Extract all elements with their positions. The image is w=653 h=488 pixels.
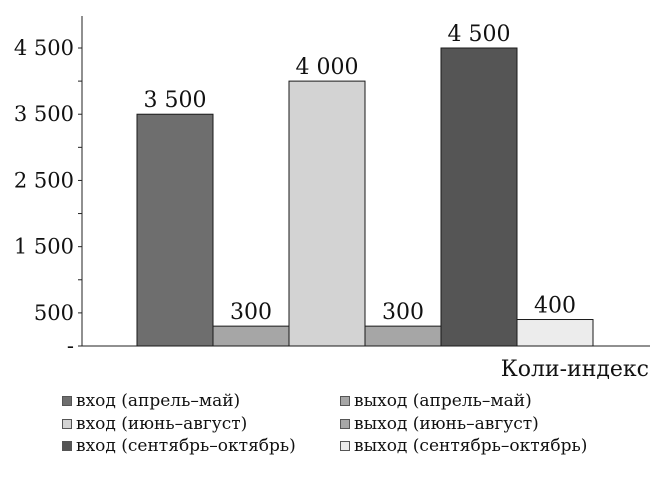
legend-item: выход (апрель–май) <box>340 390 640 413</box>
axes: - 500 1 500 2 500 3 500 4 500 <box>14 16 650 358</box>
legend-label: вход (сентябрь–октябрь) <box>76 436 296 456</box>
legend-item: вход (апрель–май) <box>62 390 340 413</box>
y-tick-label: 1 500 <box>14 235 74 259</box>
bar <box>288 80 366 347</box>
bar-value-label: 300 <box>230 300 272 325</box>
y-tick-label: 2 500 <box>14 168 74 192</box>
bar <box>136 113 214 347</box>
legend-row: вход (апрель–май) выход (апрель–май) <box>62 390 652 413</box>
y-tick-label: 4 500 <box>14 36 74 60</box>
legend-swatch <box>340 396 350 407</box>
bar-value-label: 300 <box>382 300 424 325</box>
legend-item: вход (июнь–август) <box>62 413 340 436</box>
x-axis-label: Коли-индекс <box>501 357 649 382</box>
y-tick-label: 3 500 <box>14 102 74 126</box>
bars <box>136 47 594 347</box>
bar-chart: - 500 1 500 2 500 3 500 4 500 3 500 300 4 000 30… <box>14 16 650 382</box>
legend-item: выход (июнь–август) <box>340 413 640 436</box>
bar-value-label: 4 000 <box>296 55 359 80</box>
y-tick-label: 500 <box>34 301 74 325</box>
legend-row: вход (июнь–август) выход (июнь–август) <box>62 413 652 436</box>
bar <box>516 319 594 347</box>
legend-label: выход (апрель–май) <box>354 391 532 411</box>
legend-swatch <box>62 418 72 429</box>
bar <box>364 325 442 347</box>
legend-swatch <box>62 441 72 452</box>
bar <box>212 325 290 347</box>
legend-label: вход (апрель–май) <box>76 391 241 411</box>
y-tick-label: - <box>67 334 74 358</box>
bar-value-label: 3 500 <box>144 88 207 113</box>
legend-swatch <box>340 418 350 429</box>
bar-value-label: 4 500 <box>448 22 511 47</box>
legend-label: вход (июнь–август) <box>76 413 248 434</box>
legend-label: выход (июнь–август) <box>354 413 539 434</box>
data-labels: 3 500 300 4 000 300 4 500 400 <box>144 22 576 325</box>
bar-value-label: 400 <box>534 294 576 319</box>
legend-label: выход (сентябрь–октябрь) <box>354 436 588 456</box>
legend-swatch <box>62 396 72 407</box>
bar <box>440 47 518 347</box>
legend-item: выход (сентябрь–октябрь) <box>340 435 640 458</box>
legend-row: вход (сентябрь–октябрь) выход (сентябрь–о… <box>62 435 652 458</box>
legend: вход (апрель–май) выход (апрель–май) вход … <box>62 390 652 458</box>
legend-swatch <box>340 441 350 452</box>
legend-item: вход (сентябрь–октябрь) <box>62 435 340 458</box>
